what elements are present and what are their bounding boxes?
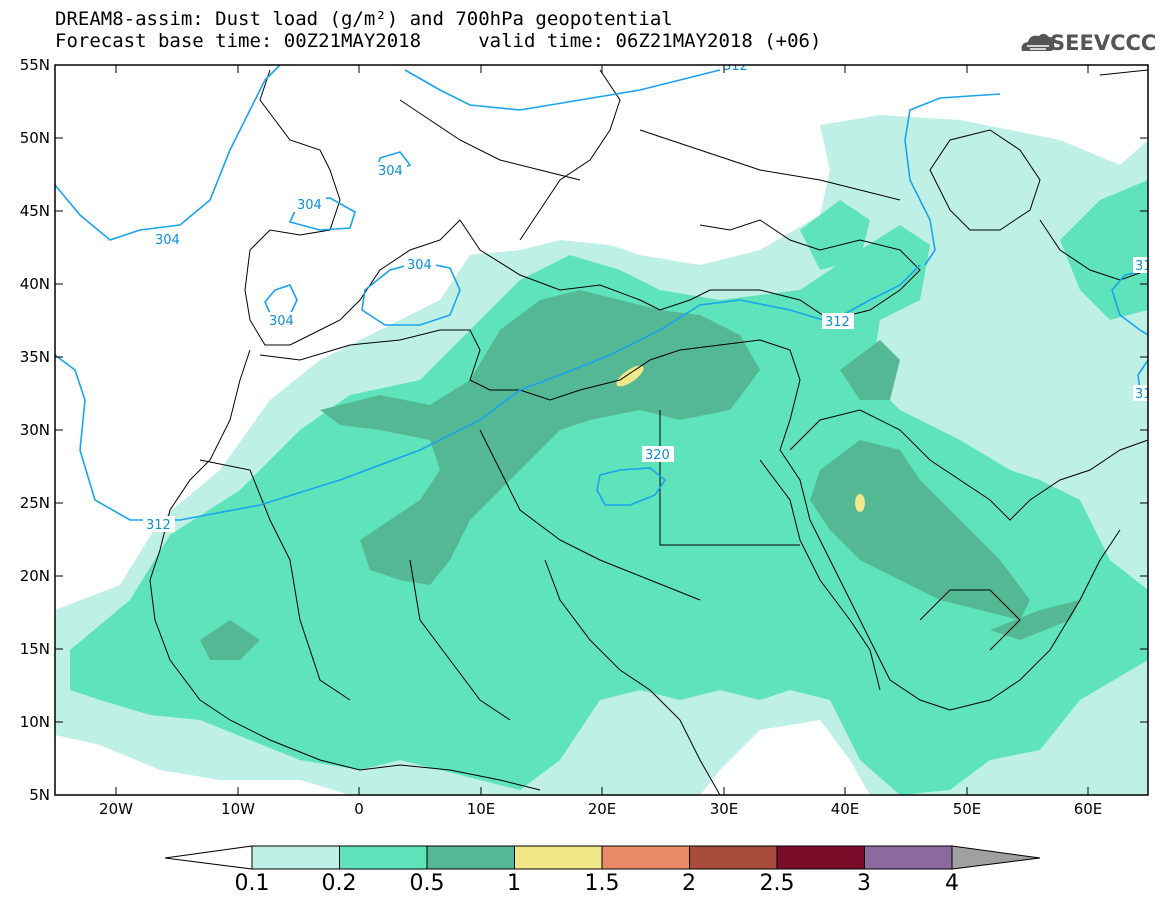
contour-label: 304: [378, 164, 403, 179]
lon-label: 20W: [99, 800, 133, 818]
contour-label: 31: [1135, 387, 1152, 402]
lon-label: 40E: [830, 800, 860, 818]
lat-label: 35N: [19, 348, 50, 366]
contour-label: 320: [645, 448, 670, 463]
contour-labels: 304 304 304 304 304 312 312 320 312 31 3…: [143, 59, 1152, 533]
lon-label: 20E: [587, 800, 617, 818]
colorbar-label: 4: [945, 871, 959, 896]
lat-label: 10N: [19, 713, 50, 731]
contour-label: 312: [146, 518, 171, 533]
lat-label: 5N: [29, 786, 50, 804]
colorbar-upper-triangle: [951, 845, 1041, 870]
colorbar-label: 1: [507, 871, 521, 896]
colorbar-segment: [776, 845, 865, 870]
lon-label: 50E: [952, 800, 982, 818]
colorbar-segment: [339, 845, 428, 870]
lat-label: 30N: [19, 421, 50, 439]
lat-label: 15N: [19, 640, 50, 658]
contour-label: 304: [269, 314, 294, 329]
contour-label: 312: [825, 315, 850, 330]
colorbar-segment: [426, 845, 515, 870]
logo-text: SEEVCCC: [1050, 31, 1157, 55]
cloud-icon: [1021, 33, 1055, 51]
colorbar-segment: [601, 845, 690, 870]
colorbar-label: 3: [857, 871, 871, 896]
lat-label: 50N: [19, 129, 50, 147]
axis-ticks: [55, 64, 1148, 796]
dust-level-high: [320, 290, 760, 585]
lat-label: 45N: [19, 202, 50, 220]
colorbar-lower-triangle: [164, 845, 253, 870]
map-subtitle: Forecast base time: 00Z21MAY2018 valid t…: [55, 30, 822, 52]
contour-label: 312: [723, 59, 748, 74]
colorbar-label: 2: [682, 871, 696, 896]
dust-field: 304 304 304 304 304 312 312 320 312 31 3…: [55, 59, 1152, 795]
lat-label: 55N: [19, 56, 50, 74]
colorbar: [164, 845, 1041, 870]
map-title: DREAM8-assim: Dust load (g/m²) and 700hP…: [55, 8, 673, 30]
colorbar-label: 0.1: [234, 871, 270, 896]
lat-label: 40N: [19, 275, 50, 293]
lon-label: 0: [354, 800, 364, 818]
colorbar-label: 1.5: [584, 871, 620, 896]
colorbar-segment: [251, 845, 340, 870]
lon-label: 10W: [221, 800, 255, 818]
contour-label: 304: [297, 198, 322, 213]
lon-label: 10E: [466, 800, 496, 818]
colorbar-label: 0.5: [409, 871, 445, 896]
lon-label: 30E: [709, 800, 739, 818]
dust-peak: [616, 365, 644, 387]
colorbar-label: 0.2: [321, 871, 357, 896]
colorbar-segment: [864, 845, 953, 870]
lat-label: 25N: [19, 494, 50, 512]
lon-label: 60E: [1073, 800, 1103, 818]
contour-label: 304: [155, 233, 180, 248]
contour-label: 31: [1135, 259, 1152, 274]
colorbar-segment: [514, 845, 603, 870]
colorbar-segment: [689, 845, 778, 870]
contour-label: 304: [407, 258, 432, 273]
dust-peak: [855, 494, 865, 512]
colorbar-label: 2.5: [759, 871, 795, 896]
lat-label: 20N: [19, 567, 50, 585]
dust-level-mid: [70, 225, 1148, 795]
